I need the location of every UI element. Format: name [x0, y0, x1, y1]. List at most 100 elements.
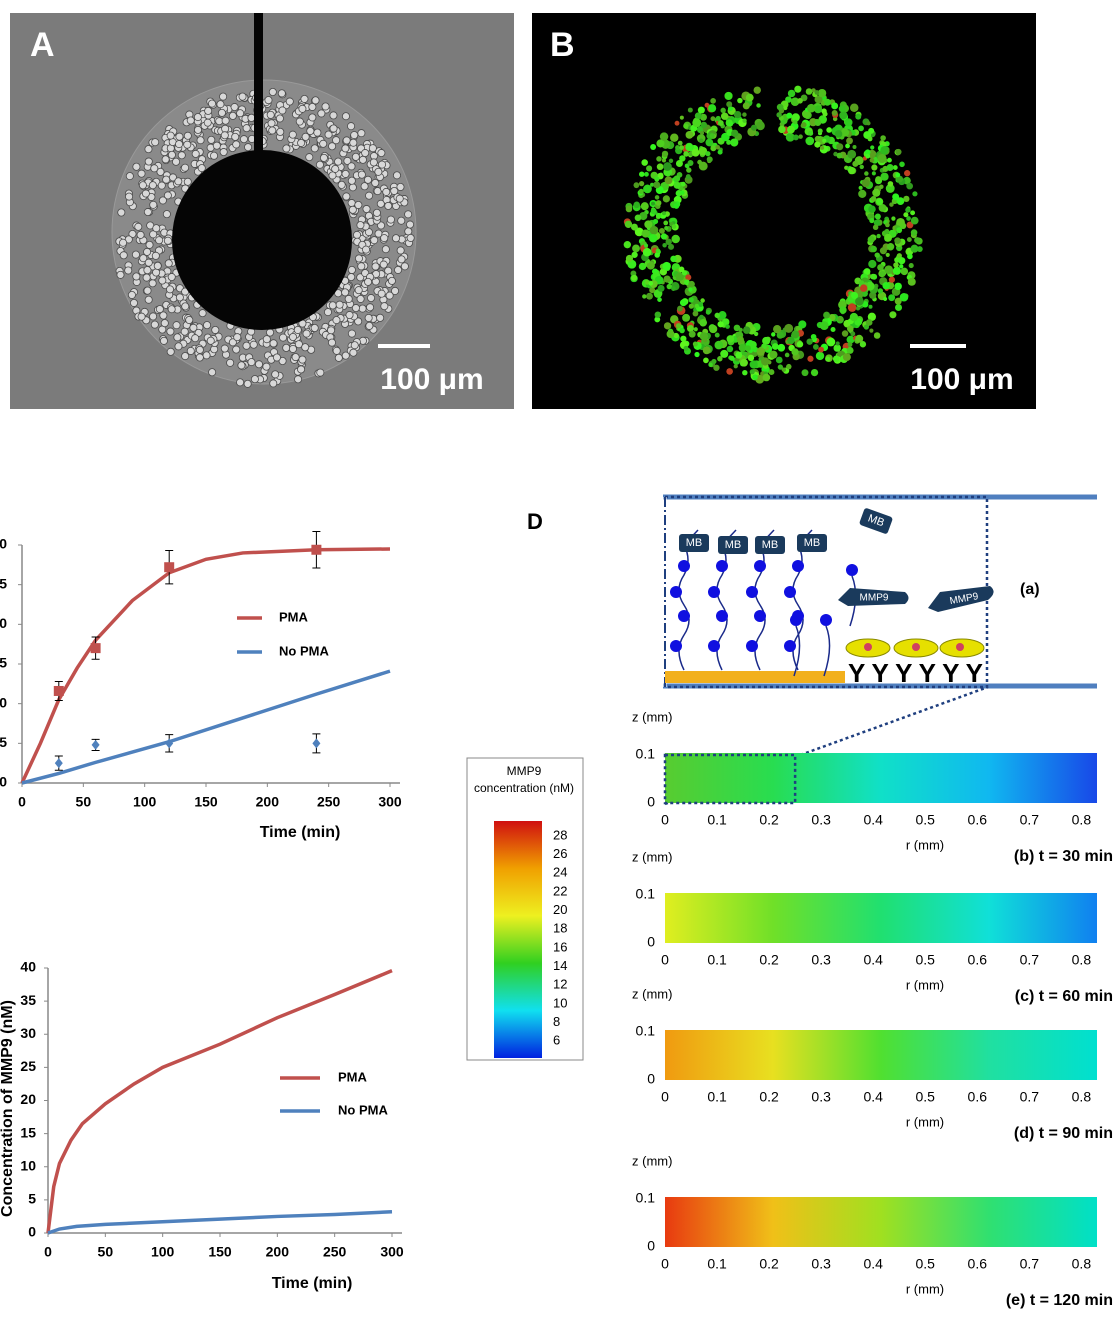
cell: [359, 305, 366, 312]
cell: [727, 335, 735, 343]
r-tick-label: 0: [661, 812, 669, 828]
cell: [298, 139, 305, 146]
cell: [692, 149, 700, 157]
cell: [358, 263, 365, 270]
cell: [117, 271, 124, 278]
cell: [132, 251, 139, 258]
cell: [887, 243, 894, 250]
axis-label: r (mm): [906, 1114, 944, 1129]
cell: [656, 156, 661, 161]
cell: [660, 132, 668, 140]
cell: [848, 303, 857, 312]
x-tick-label: 100: [133, 794, 157, 810]
cell: [901, 268, 908, 275]
cell: [167, 328, 174, 335]
cell: [757, 347, 765, 355]
cell: [355, 201, 362, 208]
cell: [679, 328, 685, 334]
cell: [721, 112, 728, 119]
z-tick-label: 0: [647, 1071, 655, 1087]
cell: [823, 312, 830, 319]
cell: [237, 110, 244, 117]
cell: [643, 248, 652, 257]
cell: [219, 93, 226, 100]
cell: [858, 126, 864, 132]
cell: [798, 320, 806, 328]
cell: [836, 341, 840, 345]
cell: [143, 248, 150, 255]
r-tick-label: 0.2: [759, 1089, 779, 1105]
cell: [378, 161, 385, 168]
axis-label: r (mm): [906, 837, 944, 852]
cell: [894, 283, 901, 290]
heatmap: [665, 753, 1097, 803]
marker: [312, 738, 320, 748]
bead: [678, 560, 690, 572]
cell: [164, 237, 171, 244]
cell: [398, 256, 405, 263]
cell: [372, 263, 379, 270]
cell: [330, 125, 337, 132]
cell: [342, 289, 349, 296]
z-tick-label: 0.1: [636, 746, 656, 762]
cell: [693, 311, 699, 317]
y-tick-label: 20: [20, 1091, 36, 1107]
cell: [734, 111, 741, 118]
cell: [289, 333, 296, 340]
r-tick-label: 0.8: [1072, 952, 1092, 968]
cell: [896, 227, 902, 233]
cell: [917, 246, 923, 252]
cell: [151, 321, 158, 328]
axis-label: r (mm): [906, 1281, 944, 1296]
cell: [870, 274, 876, 280]
cell: [878, 288, 883, 293]
r-tick-label: 0: [661, 1089, 669, 1105]
cell: [715, 333, 720, 338]
cell: [221, 345, 228, 352]
cell: [329, 302, 336, 309]
cell: [673, 175, 680, 182]
cell: [299, 356, 306, 363]
cell: [811, 369, 818, 376]
colorbar: [494, 821, 542, 1058]
cell: [671, 286, 676, 291]
colorbar-tick-label: 16: [553, 939, 567, 954]
r-tick-label: 0.7: [1020, 952, 1040, 968]
cell: [144, 267, 151, 274]
cell: [683, 123, 688, 128]
r-tick-label: 0.3: [811, 812, 831, 828]
cell: [182, 352, 189, 359]
cell: [345, 295, 352, 302]
r-tick-label: 0.7: [1020, 1089, 1040, 1105]
cell: [365, 314, 372, 321]
marker: [311, 545, 321, 555]
cell: [362, 149, 369, 156]
r-tick-label: 0.7: [1020, 1256, 1040, 1272]
heatmap-caption: (c) t = 60 min: [1015, 988, 1113, 1005]
cell: [168, 151, 175, 158]
cell: [213, 142, 220, 149]
cell: [162, 156, 169, 163]
cell: [839, 306, 846, 313]
y-tick-label: 25: [0, 575, 7, 591]
r-tick-label: 0.5: [916, 1089, 936, 1105]
cell: [335, 158, 342, 165]
cell: [906, 183, 913, 190]
mb-label: MB: [686, 537, 703, 549]
cell: [889, 311, 896, 318]
cell: [221, 132, 228, 139]
cell: [836, 153, 842, 159]
y-tick-label: 40: [20, 959, 36, 975]
cell: [793, 134, 799, 140]
cell: [350, 349, 357, 356]
cell: [626, 206, 632, 212]
cell: [143, 274, 150, 281]
cell: [244, 144, 251, 151]
cell: [144, 208, 151, 215]
cell: [655, 311, 661, 317]
cell: [726, 101, 732, 107]
marker: [164, 562, 174, 572]
cell: [725, 324, 730, 329]
cell: [910, 210, 915, 215]
cell: [807, 356, 813, 362]
